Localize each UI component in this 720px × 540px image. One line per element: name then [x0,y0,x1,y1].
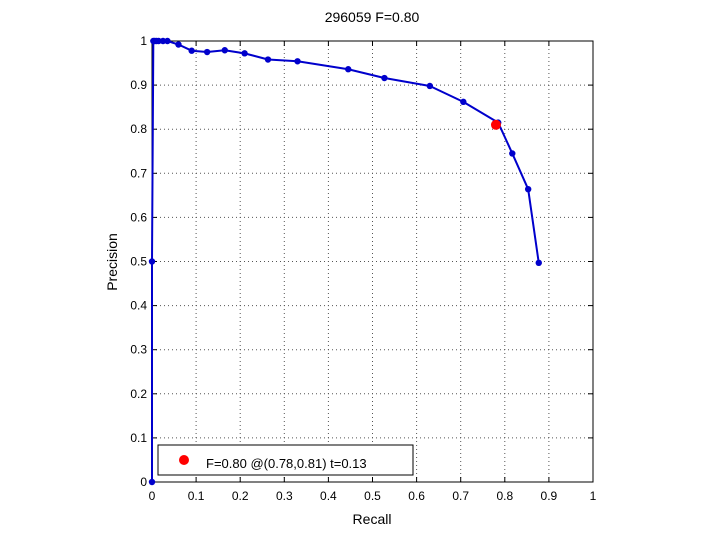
legend-box [157,444,414,476]
x-tick-label: 0.4 [320,489,337,503]
legend: F=0.80 @(0.78,0.81) t=0.13 [157,444,414,476]
pr-curve-point [535,259,542,267]
pr-curve-point [345,66,352,73]
x-tick-label: 0.3 [276,489,293,503]
x-tick-label: 0.1 [188,489,205,503]
pr-curve-point [264,56,272,63]
pr-curve-point [460,98,467,106]
pr-curve-point [148,258,156,265]
axis-ticks: 0 0.1 0.2 0.3 0.4 0.5 0.6 0.7 0.8 0.9 1 0 0.1 0.2 0.3 0… [130,34,596,503]
pr-curve-point [159,37,167,45]
x-tick-label: 0.7 [452,489,469,503]
y-tick-label: 1 [140,34,147,48]
best-f-point [490,119,501,130]
y-tick-label: 0.4 [130,299,147,313]
x-tick-label: 0.6 [408,489,425,503]
x-tick-label: 0 [149,489,156,503]
y-tick-label: 0.9 [130,78,147,92]
legend-marker [179,455,189,465]
legend-text: F=0.80 @(0.78,0.81) t=0.13 [206,456,367,471]
grid-lines [152,41,593,482]
pr-curve-point [164,37,171,45]
pr-curve-point [175,41,182,48]
y-tick-label: 0 [140,475,147,489]
pr-curve-point [426,82,434,90]
x-tick-label: 0.8 [496,489,513,503]
pr-curve-point [155,37,162,45]
y-tick-label: 0.5 [130,255,147,269]
pr-curve-point [294,58,301,65]
series-layer [148,37,542,486]
x-tick-label: 0.5 [364,489,381,503]
y-tick-label: 0.8 [130,122,147,136]
x-tick-label: 1 [590,489,597,503]
y-tick-label: 0.7 [130,166,147,180]
y-axis-label: Precision [104,233,120,291]
pr-curve-point [381,74,388,82]
x-tick-label: 0.9 [541,489,558,503]
pr-curve-point [221,47,228,54]
x-axis-label: Recall [353,511,392,527]
pr-curve-point [188,47,195,54]
y-tick-label: 0.1 [130,431,147,445]
pr-curve-point [148,478,156,486]
pr-curve-point [509,150,516,157]
chart-title: 296059 F=0.80 [325,9,420,25]
y-tick-label: 0.6 [130,210,147,224]
y-tick-label: 0.2 [130,387,147,401]
pr-curve-point [524,185,532,193]
pr-curve-point [241,50,248,57]
x-tick-label: 0.2 [232,489,249,503]
y-tick-label: 0.3 [130,343,147,357]
pr-curve-point [203,48,211,56]
